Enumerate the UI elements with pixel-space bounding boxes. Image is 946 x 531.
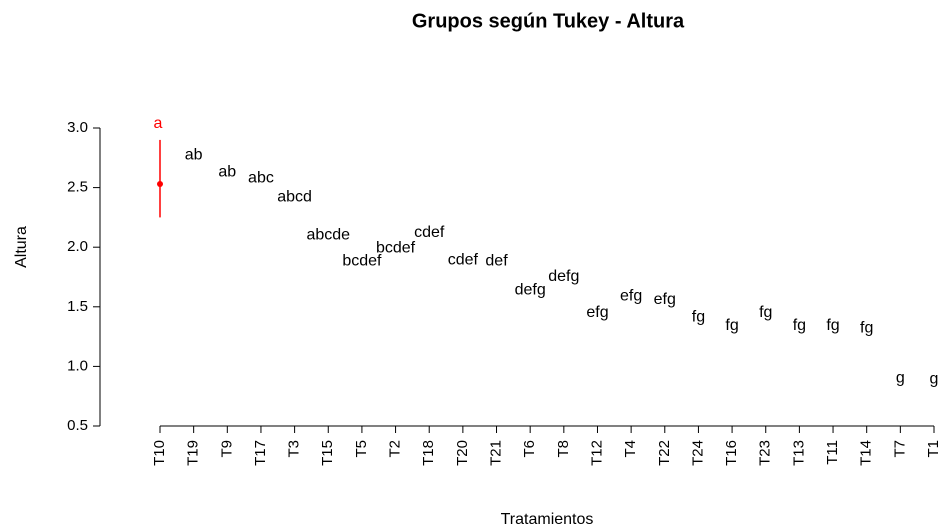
x-tick-label: T24: [689, 440, 706, 466]
x-tick-label: T2: [387, 440, 404, 458]
group-label: fg: [725, 317, 738, 334]
x-tick-label: T10: [151, 440, 168, 466]
x-tick-label: T17: [252, 440, 269, 466]
x-tick-label: T15: [319, 440, 336, 466]
y-tick-label: 1.5: [67, 298, 88, 315]
group-label: fg: [692, 309, 705, 326]
group-label: abcd: [277, 188, 312, 205]
group-label: cdef: [414, 224, 445, 241]
group-label: ab: [218, 163, 236, 180]
x-tick-label: T19: [185, 440, 202, 466]
x-tick-label: T23: [757, 440, 774, 466]
group-label: cdef: [448, 252, 479, 269]
group-label: defg: [548, 268, 579, 285]
x-tick-label: T21: [487, 440, 504, 466]
x-tick-label: T4: [622, 440, 639, 458]
x-tick-label: T11: [824, 440, 841, 465]
mean-point: [157, 181, 163, 188]
x-tick-label: T5: [353, 440, 370, 458]
x-tick-label: T14: [858, 440, 875, 466]
x-tick-label: T3: [286, 440, 303, 458]
x-tick-label: T8: [555, 440, 572, 458]
x-tick-label: T1: [925, 440, 942, 458]
group-label: def: [485, 253, 508, 270]
y-tick-label: 3.0: [67, 119, 88, 136]
x-tick-label: T16: [723, 440, 740, 466]
x-tick-label: T6: [521, 440, 538, 458]
group-label: efg: [620, 287, 642, 304]
group-label: ab: [185, 147, 203, 164]
y-axis-label: Altura: [13, 226, 30, 268]
y-tick-label: 1.0: [67, 357, 88, 374]
group-label: fg: [860, 319, 873, 336]
group-label: abc: [248, 169, 274, 186]
x-tick-label: T7: [891, 440, 908, 458]
group-label: a: [154, 115, 163, 132]
group-label: efg: [654, 291, 676, 308]
group-label: g: [930, 371, 939, 388]
group-label: abcde: [306, 226, 350, 243]
x-tick-label: T12: [588, 440, 605, 466]
chart-title: Grupos según Tukey - Altura: [412, 10, 685, 32]
group-label: fg: [826, 317, 839, 334]
group-label: g: [896, 370, 905, 387]
group-label: efg: [586, 304, 608, 321]
x-tick-label: T20: [454, 440, 471, 466]
group-label: bcdef: [376, 240, 416, 257]
x-axis-label: Tratamientos: [501, 511, 594, 528]
y-tick-label: 2.5: [67, 179, 88, 196]
group-label: fg: [793, 317, 806, 334]
y-tick-label: 0.5: [67, 417, 88, 434]
x-tick-label: T18: [420, 440, 437, 466]
group-label: fg: [759, 304, 772, 321]
x-tick-label: T13: [790, 440, 807, 466]
group-label: defg: [515, 281, 546, 298]
x-tick-label: T9: [218, 440, 235, 458]
group-label: bcdef: [342, 253, 382, 270]
y-tick-label: 2.0: [67, 238, 88, 255]
x-tick-label: T22: [656, 440, 673, 466]
